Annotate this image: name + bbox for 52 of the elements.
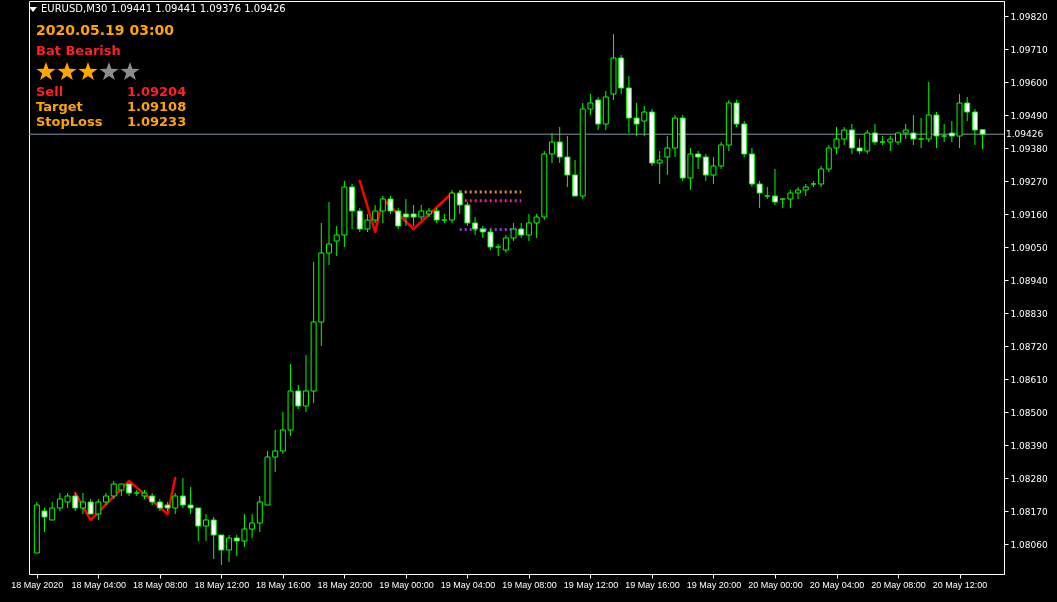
y-tick-label: 1.08500: [1010, 407, 1048, 418]
x-tick-label: 18 May 12:00: [194, 579, 250, 590]
x-tick-label: 19 May 00:00: [379, 579, 434, 590]
x-tick-label: 19 May 12:00: [563, 579, 619, 590]
x-tick-label: 18 May 16:00: [256, 579, 311, 590]
x-tick-label: 19 May 16:00: [625, 579, 680, 590]
y-tick-label: 1.09270: [1010, 176, 1048, 187]
chart-title: EURUSD,M30 1.09441 1.09441 1.09376 1.09426: [41, 3, 286, 14]
candlestick: [326, 201, 333, 266]
y-tick-label: 1.09160: [1010, 209, 1048, 220]
y-tick-label: 1.08940: [1010, 275, 1048, 286]
x-tick-label: 18 May 04:00: [71, 579, 127, 590]
y-tick-label: 1.09490: [1010, 110, 1048, 121]
x-tick-label: 20 May 00:00: [748, 579, 803, 590]
annotation: Target: [36, 99, 83, 114]
candlestick: [771, 168, 778, 206]
x-tick-label: 19 May 04:00: [440, 579, 496, 590]
annotation: StopLoss: [36, 114, 103, 129]
y-tick-label: 1.08610: [1010, 374, 1048, 385]
candlestick: [664, 135, 671, 176]
candlestick: [202, 513, 209, 542]
y-tick-label: 1.08170: [1010, 506, 1048, 517]
candlestick: [818, 165, 825, 188]
x-tick-label: 18 May 20:00: [317, 579, 373, 590]
y-tick-label: 1.09600: [1010, 77, 1048, 88]
x-tick-label: 18 May 08:00: [133, 579, 188, 590]
x-tick-label: 19 May 08:00: [502, 579, 557, 590]
x-tick-label: 18 May 2020: [11, 579, 64, 590]
y-tick-label: 1.08280: [1010, 473, 1048, 484]
annotation: Sell: [36, 84, 64, 99]
annotation: 1.09233: [127, 114, 187, 129]
y-tick-label: 1.09820: [1010, 11, 1048, 22]
x-tick-label: 19 May 20:00: [686, 579, 742, 590]
x-tick-label: 20 May 04:00: [809, 579, 865, 590]
ref-line-label: 1.09426: [1006, 129, 1044, 140]
annotation: 2020.05.19 03:00: [36, 22, 175, 38]
y-tick-label: 1.08720: [1010, 341, 1048, 352]
y-tick-label: 1.08830: [1010, 308, 1048, 319]
line-series: [74, 476, 177, 522]
candlestick: [918, 117, 925, 149]
y-tick-label: 1.08060: [1010, 539, 1048, 550]
x-tick-label: 20 May 08:00: [871, 579, 926, 590]
candlestick: [871, 123, 878, 146]
y-tick-label: 1.08390: [1010, 440, 1048, 451]
candlestick: [549, 132, 555, 164]
y-tick-label: 1.09050: [1010, 242, 1048, 253]
annotation: Bat Bearish: [36, 43, 121, 58]
y-tick-label: 1.09710: [1010, 44, 1048, 55]
annotation: 1.09108: [127, 99, 187, 114]
y-tick-label: 1.09380: [1010, 143, 1048, 154]
annotation: 1.09204: [127, 84, 187, 99]
x-tick-label: 20 May 12:00: [932, 579, 988, 590]
